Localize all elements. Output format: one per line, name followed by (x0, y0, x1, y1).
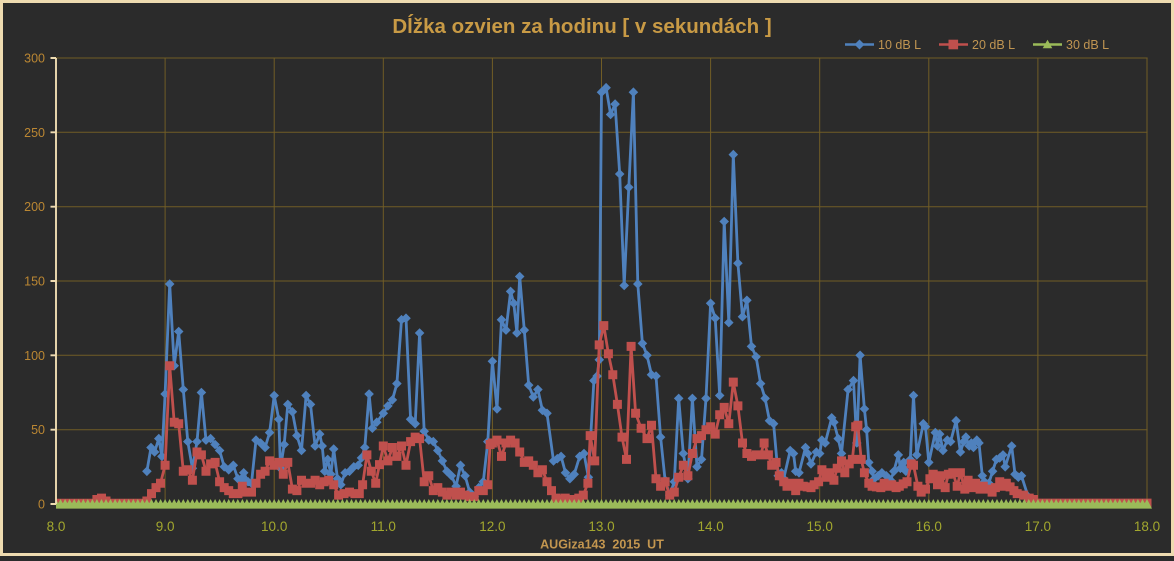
svg-text:16.0: 16.0 (916, 519, 942, 534)
svg-text:11.0: 11.0 (371, 519, 396, 534)
svg-text:0: 0 (38, 498, 45, 512)
svg-text:8.0: 8.0 (47, 519, 66, 534)
svg-text:50: 50 (31, 423, 45, 437)
svg-text:14.0: 14.0 (697, 519, 723, 534)
svg-text:100: 100 (24, 349, 45, 363)
svg-text:150: 150 (24, 275, 45, 289)
svg-text:250: 250 (24, 126, 45, 140)
svg-text:10.0: 10.0 (261, 519, 287, 534)
svg-text:AUGiza143 2015 UT: AUGiza143 2015 UT (540, 538, 664, 552)
svg-text:18.0: 18.0 (1134, 519, 1160, 534)
svg-text:13.0: 13.0 (588, 519, 614, 534)
svg-text:20 dB L: 20 dB L (972, 38, 1015, 52)
svg-text:15.0: 15.0 (807, 519, 833, 534)
svg-text:10 dB L: 10 dB L (878, 38, 921, 52)
svg-text:200: 200 (24, 200, 45, 214)
svg-text:30 dB L: 30 dB L (1066, 38, 1109, 52)
svg-text:12.0: 12.0 (479, 519, 505, 534)
svg-text:17.0: 17.0 (1025, 519, 1051, 534)
svg-text:300: 300 (24, 52, 45, 66)
svg-text:Dĺžka ozvien za hodinu [ v sek: Dĺžka ozvien za hodinu [ v sekundách ] (392, 14, 771, 38)
svg-text:9.0: 9.0 (156, 519, 175, 534)
